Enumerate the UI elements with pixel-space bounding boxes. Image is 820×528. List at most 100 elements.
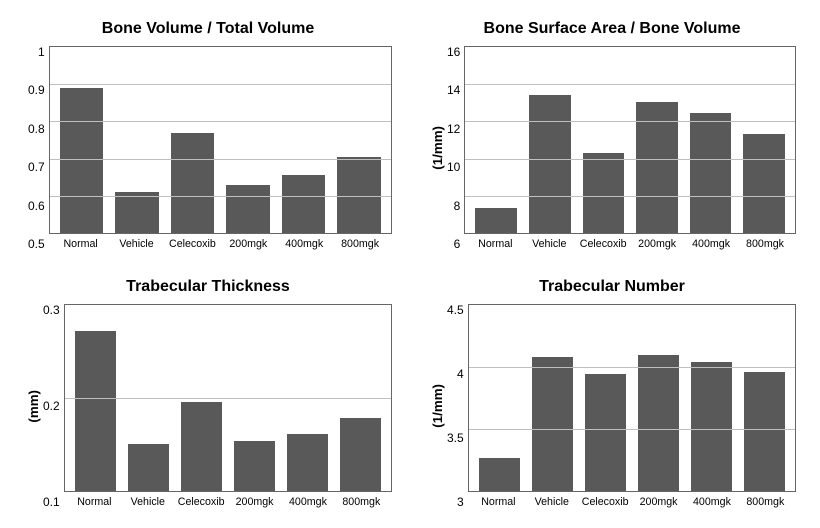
panel-title: Bone Surface Area / Bone Volume (428, 20, 796, 38)
y-tick: 3.5 (447, 432, 464, 444)
y-axis: 4.5 4 3.5 3 (447, 304, 468, 508)
panel-title: Bone Volume / Total Volume (24, 20, 392, 38)
x-tick: Normal (474, 496, 523, 508)
y-tick: 0.3 (43, 304, 60, 316)
plot-area (64, 304, 392, 492)
bar (479, 458, 520, 491)
x-tick: 400mgk (283, 496, 332, 508)
x-tick: 800mgk (741, 496, 790, 508)
x-axis: Normal VehicleCelecoxib 200mgk 400mgk 800mgk (49, 234, 392, 250)
y-tick: 0.8 (28, 123, 45, 135)
bar (287, 434, 328, 491)
y-axis-label: (1/mm) (428, 126, 447, 170)
x-tick: Celecoxib (176, 496, 225, 508)
x-tick: Normal (470, 238, 520, 250)
panel-tb-th: Trabecular Thickness (mm) 0.3 0.2 0.1 Norm… (24, 278, 392, 508)
x-tick: Vehicle (527, 496, 576, 508)
y-tick: 12 (447, 123, 460, 135)
x-tick: 800mgk (337, 496, 386, 508)
x-tick: Celecoxib (166, 238, 218, 250)
bar (75, 331, 116, 491)
plot-area (464, 46, 796, 234)
y-axis: 1 0.9 0.8 0.7 0.6 0.5 (28, 46, 49, 250)
y-axis-label: (mm) (24, 390, 43, 423)
y-axis-label: (1/mm) (428, 384, 447, 428)
bar (691, 362, 732, 491)
x-tick: 800mgk (740, 238, 790, 250)
x-axis: Normal Vehicle Celecoxib 200mgk 400mgk 800mgk (464, 234, 796, 250)
bar (226, 185, 270, 233)
chart-body: (1/mm) 16 14 12 10 8 6 Normal Vehicle Celecoxib… (428, 46, 796, 250)
bar (532, 357, 573, 491)
panel-bv-tv: Bone Volume / Total Volume 1 0.9 0.8 0.7 0.6… (24, 20, 392, 250)
plot-wrap: Normal VehicleCelecoxib 200mgk 400mgk 800mgk (49, 46, 392, 250)
plot-area (49, 46, 392, 234)
panel-title: Trabecular Thickness (24, 278, 392, 296)
bar (181, 402, 222, 491)
x-tick: Vehicle (111, 238, 163, 250)
x-axis: Normal Vehicle Celecoxib 200mgk 400mgk 800mgk (468, 492, 796, 508)
x-tick: 800mgk (334, 238, 386, 250)
bar (337, 157, 381, 233)
y-axis: 16 14 12 10 8 6 (447, 46, 464, 250)
y-tick: 0.1 (43, 496, 60, 508)
bar (60, 88, 104, 233)
y-tick: 0.5 (28, 238, 45, 250)
x-tick: 200mgk (230, 496, 279, 508)
x-tick: 400mgk (687, 496, 736, 508)
bar (743, 134, 785, 234)
y-axis: 0.3 0.2 0.1 (43, 304, 64, 508)
plot-area (468, 304, 796, 492)
y-tick: 4 (457, 368, 464, 380)
y-tick: 0.6 (28, 200, 45, 212)
x-tick: 400mgk (686, 238, 736, 250)
panel-title: Trabecular Number (428, 278, 796, 296)
x-tick: Normal (70, 496, 119, 508)
y-tick: 0.2 (43, 400, 60, 412)
chart-body: 1 0.9 0.8 0.7 0.6 0.5 Normal VehicleCelecoxib 2… (24, 46, 392, 250)
y-tick: 16 (447, 46, 460, 58)
bar (340, 418, 381, 491)
bar (115, 192, 159, 233)
chart-body: (mm) 0.3 0.2 0.1 Normal Vehicle Celecoxib 200… (24, 304, 392, 508)
bar (282, 175, 326, 233)
x-axis: Normal Vehicle Celecoxib 200mgk 400mgk 800mgk (64, 492, 392, 508)
y-tick: 8 (454, 200, 461, 212)
bar (744, 372, 785, 491)
x-tick: 400mgk (278, 238, 330, 250)
x-tick: Vehicle (123, 496, 172, 508)
chart-grid: Bone Volume / Total Volume 1 0.9 0.8 0.7 0.6… (24, 20, 796, 508)
y-tick: 3 (457, 496, 464, 508)
bar (529, 95, 571, 233)
bar (636, 102, 678, 233)
bar (128, 444, 169, 491)
panel-bsa-bv: Bone Surface Area / Bone Volume (1/mm) 1… (428, 20, 796, 250)
x-tick: Celecoxib (578, 238, 628, 250)
bar (585, 374, 626, 491)
bars (50, 47, 391, 233)
y-tick: 0.7 (28, 161, 45, 173)
bar (690, 113, 732, 233)
x-tick: 200mgk (222, 238, 274, 250)
bars (65, 305, 391, 491)
y-tick: 14 (447, 84, 460, 96)
bar (475, 208, 517, 233)
x-tick: Normal (55, 238, 107, 250)
panel-tb-n: Trabecular Number (1/mm) 4.5 4 3.5 3 Normal… (428, 278, 796, 508)
bar (171, 133, 215, 233)
y-tick: 1 (38, 46, 45, 58)
plot-wrap: Normal Vehicle Celecoxib 200mgk 400mgk 800mgk (468, 304, 796, 508)
bars (469, 305, 795, 491)
y-tick: 0.9 (28, 84, 45, 96)
y-tick: 4.5 (447, 304, 464, 316)
x-tick: 200mgk (632, 238, 682, 250)
y-tick: 6 (454, 238, 461, 250)
x-tick: 200mgk (634, 496, 683, 508)
plot-wrap: Normal Vehicle Celecoxib 200mgk 400mgk 800mgk (464, 46, 796, 250)
bar (583, 153, 625, 233)
chart-body: (1/mm) 4.5 4 3.5 3 Normal Vehicle Celecoxib 20… (428, 304, 796, 508)
plot-wrap: Normal Vehicle Celecoxib 200mgk 400mgk 800mgk (64, 304, 392, 508)
y-tick: 10 (447, 161, 460, 173)
x-tick: Vehicle (524, 238, 574, 250)
x-tick: Celecoxib (580, 496, 629, 508)
